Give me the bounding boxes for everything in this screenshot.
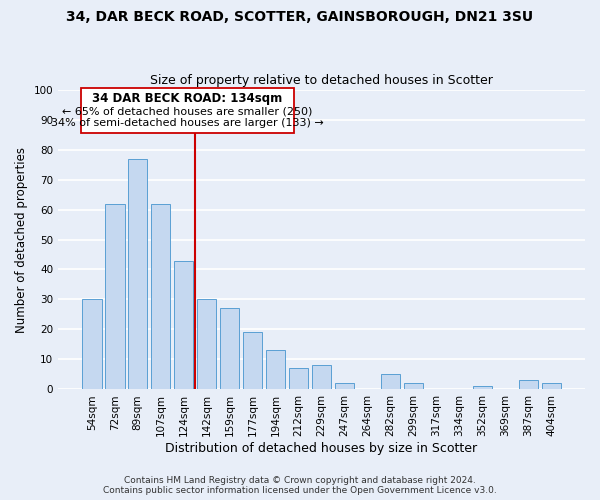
FancyBboxPatch shape [80,88,294,133]
Title: Size of property relative to detached houses in Scotter: Size of property relative to detached ho… [150,74,493,87]
Y-axis label: Number of detached properties: Number of detached properties [15,146,28,332]
Bar [289,368,308,390]
Bar [197,300,217,390]
Bar [312,366,331,390]
Text: ← 65% of detached houses are smaller (250): ← 65% of detached houses are smaller (25… [62,106,313,117]
Bar [174,260,193,390]
X-axis label: Distribution of detached houses by size in Scotter: Distribution of detached houses by size … [166,442,478,455]
Text: 34, DAR BECK ROAD, SCOTTER, GAINSBOROUGH, DN21 3SU: 34, DAR BECK ROAD, SCOTTER, GAINSBOROUGH… [67,10,533,24]
Bar [266,350,286,390]
Bar [473,386,492,390]
Text: 34% of semi-detached houses are larger (133) →: 34% of semi-detached houses are larger (… [51,118,323,128]
Bar [243,332,262,390]
Bar [380,374,400,390]
Bar [220,308,239,390]
Bar [542,384,561,390]
Text: Contains HM Land Registry data © Crown copyright and database right 2024.
Contai: Contains HM Land Registry data © Crown c… [103,476,497,495]
Bar [404,384,423,390]
Bar [151,204,170,390]
Bar [335,384,354,390]
Bar [128,158,148,390]
Bar [82,300,101,390]
Bar [105,204,125,390]
Bar [518,380,538,390]
Text: 34 DAR BECK ROAD: 134sqm: 34 DAR BECK ROAD: 134sqm [92,92,283,106]
